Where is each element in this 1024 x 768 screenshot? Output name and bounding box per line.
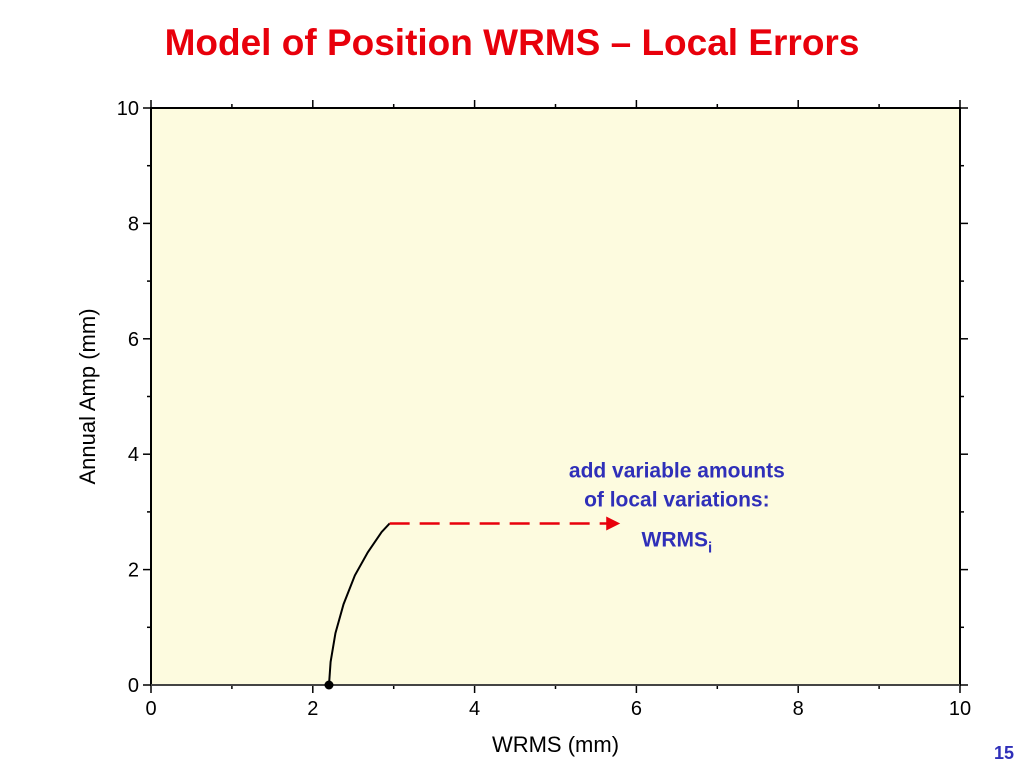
annotation-wrms-main: WRMS — [642, 529, 709, 552]
series-line — [327, 522, 391, 686]
y-tick-label: 4 — [128, 444, 139, 466]
annotation-wrms-subscript: i — [708, 540, 712, 557]
x-tick-label: 0 — [145, 698, 156, 720]
annotation-arrow-head — [606, 516, 621, 531]
x-tick-label: 6 — [631, 698, 642, 720]
y-tick-label: 6 — [128, 329, 139, 351]
x-tick-label: 10 — [949, 698, 971, 720]
annotation-layer — [389, 516, 621, 531]
slide-title: Model of Position WRMS – Local Errors — [164, 22, 860, 63]
annotation-wrms-label: WRMSi — [642, 529, 713, 557]
axis-ticks: 0 2 4 6 8 10 0 2 4 6 8 10 — [117, 98, 971, 720]
x-axis-title: WRMS (mm) — [492, 732, 619, 757]
y-axis-title: Annual Amp (mm) — [75, 308, 100, 484]
annotation-line-2: of local variations: — [584, 488, 770, 511]
y-tick-label: 8 — [128, 213, 139, 235]
y-tick-label: 0 — [128, 675, 139, 697]
y-tick-label: 2 — [128, 560, 139, 582]
x-tick-label: 8 — [793, 698, 804, 720]
start-point-marker — [324, 680, 334, 690]
page-number: 15 — [993, 743, 1014, 763]
plot-area — [150, 107, 961, 686]
y-tick-label: 10 — [117, 98, 139, 120]
annotation-line-1: add variable amounts — [569, 459, 785, 482]
x-tick-label: 4 — [469, 698, 480, 720]
series-layer — [324, 522, 391, 690]
x-tick-label: 2 — [307, 698, 318, 720]
